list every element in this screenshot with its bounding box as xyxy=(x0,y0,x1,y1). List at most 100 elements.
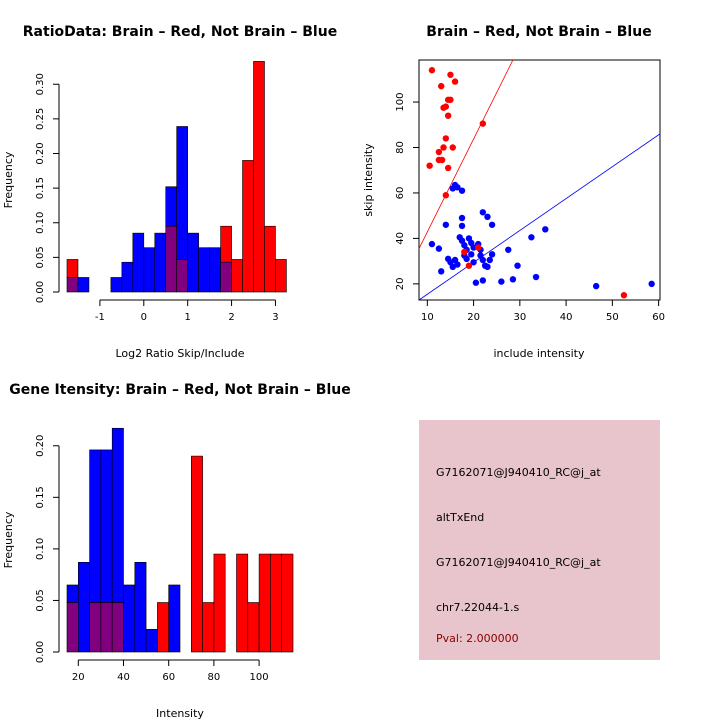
ratio-histogram-y-label: Frequency xyxy=(2,151,15,208)
scatter-title: Brain – Red, Not Brain – Blue xyxy=(426,24,651,40)
ratio-bar-3 xyxy=(121,261,134,293)
intensity-y-tick-label-0: 0.00 xyxy=(35,641,46,663)
scatter-x-tick-label-4: 50 xyxy=(606,312,619,323)
scatter-point-not-brain-11 xyxy=(449,263,456,271)
intensity-histogram-x-axis: 20 40 60 80 100 xyxy=(72,659,269,683)
intensity-bar-16 xyxy=(270,553,282,653)
intensity-bar-7 xyxy=(145,629,158,653)
scatter-point-brain-8 xyxy=(444,112,452,119)
ratio-x-tick-label-1: 0 xyxy=(141,312,147,323)
scatter-point-brain-20 xyxy=(465,262,473,269)
intensity-bar-17 xyxy=(281,553,294,653)
ratio-y-tick-label-0: 0.00 xyxy=(35,281,46,303)
intensity-x-tick-label-3: 80 xyxy=(208,672,221,683)
scatter-point-not-brain-37 xyxy=(484,213,491,221)
scatter-point-not-brain-40 xyxy=(505,246,512,253)
ratio-x-tick-label-2: 1 xyxy=(184,312,190,323)
scatter-point-not-brain-24 xyxy=(468,251,475,258)
intensity-overlap-bar-0 xyxy=(66,602,79,653)
scatter-point-not-brain-4 xyxy=(428,240,436,248)
scatter-point-not-brain-6 xyxy=(442,221,450,228)
scatter-point-not-brain-20 xyxy=(463,255,470,263)
ratio-histogram-title: RatioData: Brain – Red, Not Brain – Blue xyxy=(23,24,337,40)
scatter-point-brain-12 xyxy=(435,148,443,156)
intensity-bar-14 xyxy=(247,602,260,653)
scatter-point-not-brain-46 xyxy=(592,282,600,290)
intensity-histogram-x-label: Intensity xyxy=(156,707,204,720)
ratio-y-tick-label-5: 0.25 xyxy=(35,108,46,130)
intensity-y-tick-label-2: 0.10 xyxy=(35,538,46,560)
intensity-bar-12 xyxy=(213,553,226,653)
scatter-point-not-brain-12 xyxy=(444,255,452,263)
scatter-point-not-brain-23 xyxy=(470,244,477,251)
scatter-point-brain-10 xyxy=(442,135,450,142)
scatter-point-not-brain-26 xyxy=(472,279,480,286)
scatter-point-brain-17 xyxy=(449,144,456,151)
ratio-overlap-bar-12 xyxy=(220,261,232,293)
scatter-point-not-brain-34 xyxy=(486,256,493,264)
intensity-x-tick-label-2: 60 xyxy=(162,672,175,683)
intensity-bar-13 xyxy=(236,553,249,653)
ratio-histogram-bars xyxy=(66,61,287,293)
scatter-point-brain-18 xyxy=(442,192,450,199)
intensity-bar-9 xyxy=(168,584,181,653)
scatter-point-brain-1 xyxy=(447,71,454,78)
intensity-bar-6 xyxy=(134,561,147,653)
scatter-y-label: skip intensity xyxy=(362,143,375,217)
scatter-x-tick-label-0: 10 xyxy=(421,312,434,323)
scatter-point-not-brain-47 xyxy=(648,280,655,288)
scatter-x-tick-label-1: 20 xyxy=(467,312,480,323)
scatter-point-not-brain-32 xyxy=(479,277,487,284)
ratio-bar-12 xyxy=(220,225,232,263)
ratio-x-tick-label-3: 2 xyxy=(228,312,234,323)
scatter-x-tick-label-2: 30 xyxy=(513,312,526,323)
ratio-overlap-bar-7 xyxy=(165,225,178,293)
scatter-y-tick-label-0: 20 xyxy=(395,277,406,290)
ratio-y-tick-label-3: 0.15 xyxy=(35,177,46,199)
scatter-point-brain-7 xyxy=(440,104,447,111)
ratio-x-tick-label-0: -1 xyxy=(95,312,105,323)
ratio-bar-13 xyxy=(231,259,243,293)
intensity-bar-8 xyxy=(157,602,169,653)
scatter-y-tick-label-4: 100 xyxy=(395,92,406,111)
scatter-point-brain-16 xyxy=(444,164,452,172)
info-pval: Pval: 2.000000 xyxy=(436,632,519,645)
scatter-point-not-brain-30 xyxy=(479,256,487,264)
scatter-line-brain-fit xyxy=(418,59,514,249)
scatter-y-tick-label-2: 60 xyxy=(395,187,406,200)
intensity-overlap-bar-3 xyxy=(100,602,113,653)
scatter-point-not-brain-3 xyxy=(458,187,466,194)
info-event-type: altTxEnd xyxy=(436,511,484,524)
intensity-overlap-bar-2 xyxy=(89,602,102,653)
ratio-bar-0 xyxy=(66,259,79,278)
scatter-panel: Brain – Red, Not Brain – Blue 10 20 30 40 50… xyxy=(362,24,665,360)
ratio-x-tick-label-4: 3 xyxy=(272,312,278,323)
scatter-point-not-brain-38 xyxy=(488,221,496,228)
ratio-bar-2 xyxy=(110,277,123,293)
intensity-bar-2 xyxy=(89,449,102,603)
ratio-histogram-panel: RatioData: Brain – Red, Not Brain – Blue… xyxy=(2,24,337,360)
info-location: chr7.22044-1.s xyxy=(436,601,519,614)
intensity-bar-0 xyxy=(66,584,79,603)
ratio-bar-1 xyxy=(77,277,90,293)
intensity-bar-4 xyxy=(111,427,124,603)
scatter-point-not-brain-43 xyxy=(528,234,535,241)
intensity-bar-3 xyxy=(100,449,113,603)
scatter-x-tick-label-5: 60 xyxy=(652,312,665,323)
scatter-points xyxy=(426,67,655,299)
scatter-point-brain-5 xyxy=(447,96,454,103)
info-probe-id-repeat: G7162071@J940410_RC@j_at xyxy=(436,556,601,569)
ratio-bar-14 xyxy=(242,160,254,293)
scatter-point-not-brain-7 xyxy=(438,268,445,275)
scatter-point-not-brain-36 xyxy=(479,209,487,216)
ratio-bar-8 xyxy=(176,126,188,260)
intensity-bar-1 xyxy=(78,561,90,653)
scatter-x-axis: 10 20 30 40 50 60 xyxy=(421,299,665,323)
ratio-bar-4 xyxy=(132,232,145,293)
ratio-bar-5 xyxy=(143,247,156,293)
ratio-bar-6 xyxy=(154,232,167,293)
scatter-point-brain-21 xyxy=(475,244,482,251)
intensity-bar-10 xyxy=(191,455,203,653)
intensity-y-tick-label-1: 0.05 xyxy=(35,589,46,611)
